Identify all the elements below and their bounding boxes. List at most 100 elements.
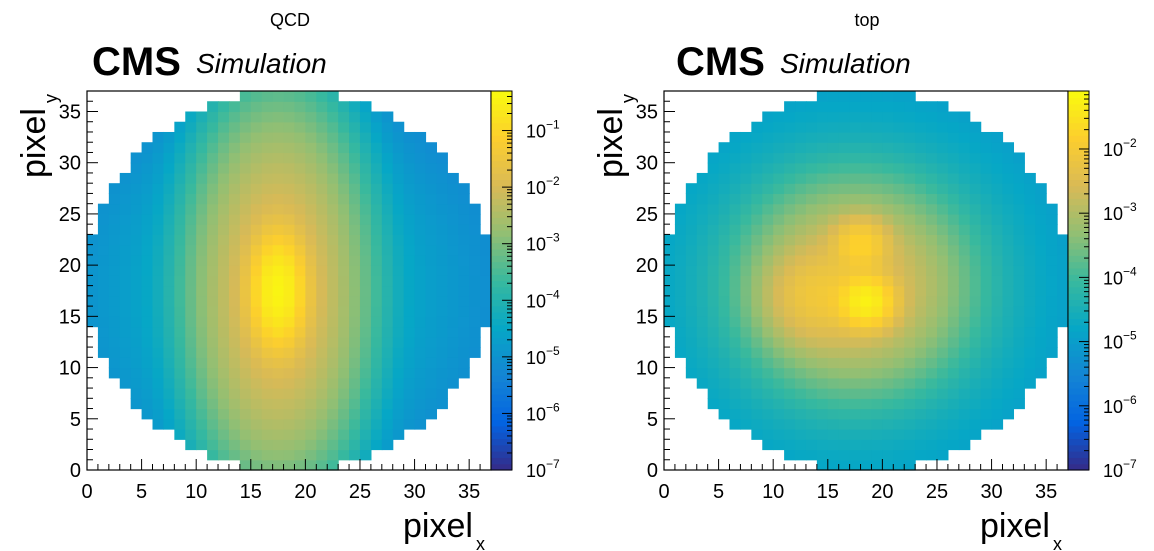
- heatmap-cell: [403, 172, 416, 184]
- heatmap-cell: [87, 306, 99, 317]
- heatmap-cell: [207, 183, 219, 195]
- heatmap-cell: [152, 367, 165, 379]
- heatmap-cell: [163, 326, 175, 338]
- heatmap-cell: [915, 439, 927, 451]
- y-tick-label: 5: [647, 409, 658, 431]
- heatmap-cell: [707, 172, 720, 184]
- heatmap-cell: [773, 408, 785, 420]
- heatmap-cell: [447, 295, 459, 307]
- heatmap-cell: [185, 111, 197, 123]
- heatmap-cell: [436, 234, 448, 246]
- heatmap-cell: [141, 295, 154, 307]
- heatmap-cell: [436, 162, 448, 174]
- heatmap-cell: [795, 449, 807, 461]
- heatmap-cell: [174, 203, 186, 215]
- heatmap-cell: [1024, 213, 1036, 225]
- heatmap-cell: [1002, 398, 1015, 410]
- heatmap-cell: [947, 275, 960, 287]
- heatmap-cell: [250, 306, 263, 317]
- heatmap-cell: [250, 111, 263, 123]
- heatmap-cell: [392, 398, 405, 410]
- heatmap-cell: [969, 429, 982, 440]
- heatmap-cell: [359, 285, 372, 297]
- heatmap-cell: [685, 203, 698, 215]
- heatmap-cell: [1035, 213, 1047, 225]
- heatmap-cell: [795, 367, 807, 379]
- heatmap-cell: [294, 152, 306, 164]
- heatmap-cell: [239, 203, 252, 215]
- heatmap-cell: [696, 254, 709, 266]
- heatmap-cell: [762, 234, 774, 246]
- heatmap-cell: [294, 254, 306, 266]
- color-bar-segment: [491, 463, 512, 471]
- heatmap-cell: [261, 152, 274, 164]
- heatmap-cell: [805, 429, 818, 440]
- heatmap-cell: [414, 285, 427, 297]
- heatmap-cell: [327, 377, 339, 389]
- heatmap-cell: [425, 183, 438, 195]
- heatmap-cell: [849, 408, 862, 420]
- heatmap-cell: [370, 418, 383, 430]
- heatmap-cell: [414, 224, 427, 235]
- heatmap-cell: [871, 131, 883, 143]
- heatmap-cell: [141, 142, 154, 154]
- heatmap-cell: [239, 101, 252, 113]
- heatmap-cell: [936, 357, 949, 369]
- heatmap-cell: [784, 316, 796, 328]
- heatmap-cell: [860, 336, 873, 348]
- heatmap-cell: [1002, 193, 1015, 205]
- heatmap-cell: [860, 265, 873, 276]
- heatmap-cell: [261, 316, 274, 328]
- heatmap-cell: [185, 336, 197, 348]
- heatmap-cell: [338, 336, 350, 348]
- heatmap-cell: [784, 306, 796, 317]
- heatmap-cell: [958, 224, 971, 235]
- heatmap-cell: [1013, 244, 1025, 256]
- heatmap-cell: [849, 91, 862, 102]
- heatmap-cell: [294, 275, 306, 287]
- color-bar-segment: [1068, 305, 1089, 313]
- heatmap-cell: [849, 347, 862, 358]
- heatmap-cell: [729, 224, 742, 235]
- heatmap-cell: [926, 121, 938, 133]
- heatmap-cell: [97, 213, 110, 225]
- heatmap-cell: [141, 193, 154, 205]
- heatmap-cell: [947, 306, 960, 317]
- heatmap-cell: [707, 377, 720, 389]
- y-tick-label: 10: [59, 358, 81, 380]
- heatmap-cell: [784, 254, 796, 266]
- heatmap-cell: [250, 316, 263, 328]
- heatmap-cell: [762, 398, 774, 410]
- heatmap-cell: [403, 326, 416, 338]
- heatmap-cell: [381, 265, 394, 276]
- heatmap-cell: [174, 418, 186, 430]
- heatmap-cell: [1035, 244, 1047, 256]
- color-bar-segment: [491, 122, 512, 130]
- heatmap-cell: [1035, 316, 1047, 328]
- heatmap-cell: [936, 142, 949, 154]
- heatmap-cell: [860, 244, 873, 256]
- heatmap-cell: [773, 357, 785, 369]
- heatmap-cell: [936, 306, 949, 317]
- heatmap-cell: [773, 275, 785, 287]
- heatmap-cell: [370, 234, 383, 246]
- heatmap-cell: [664, 316, 676, 328]
- heatmap-cell: [349, 408, 361, 420]
- heatmap-cell: [283, 203, 296, 215]
- heatmap-cell: [849, 213, 862, 225]
- heatmap-cell: [838, 224, 851, 235]
- heatmap-cell: [805, 439, 818, 451]
- heatmap-cell: [130, 213, 143, 225]
- heatmap-cell: [338, 388, 350, 399]
- heatmap-cell: [762, 152, 774, 164]
- heatmap-cell: [904, 121, 916, 133]
- heatmap-cell: [283, 142, 296, 154]
- heatmap-cell: [196, 439, 208, 451]
- heatmap-cell: [1002, 316, 1015, 328]
- heatmap-cell: [414, 408, 427, 420]
- heatmap-cell: [827, 111, 840, 123]
- heatmap-cell: [218, 101, 230, 113]
- heatmap-cell: [97, 285, 110, 297]
- heatmap-cell: [893, 367, 905, 379]
- heatmap-cell: [947, 408, 960, 420]
